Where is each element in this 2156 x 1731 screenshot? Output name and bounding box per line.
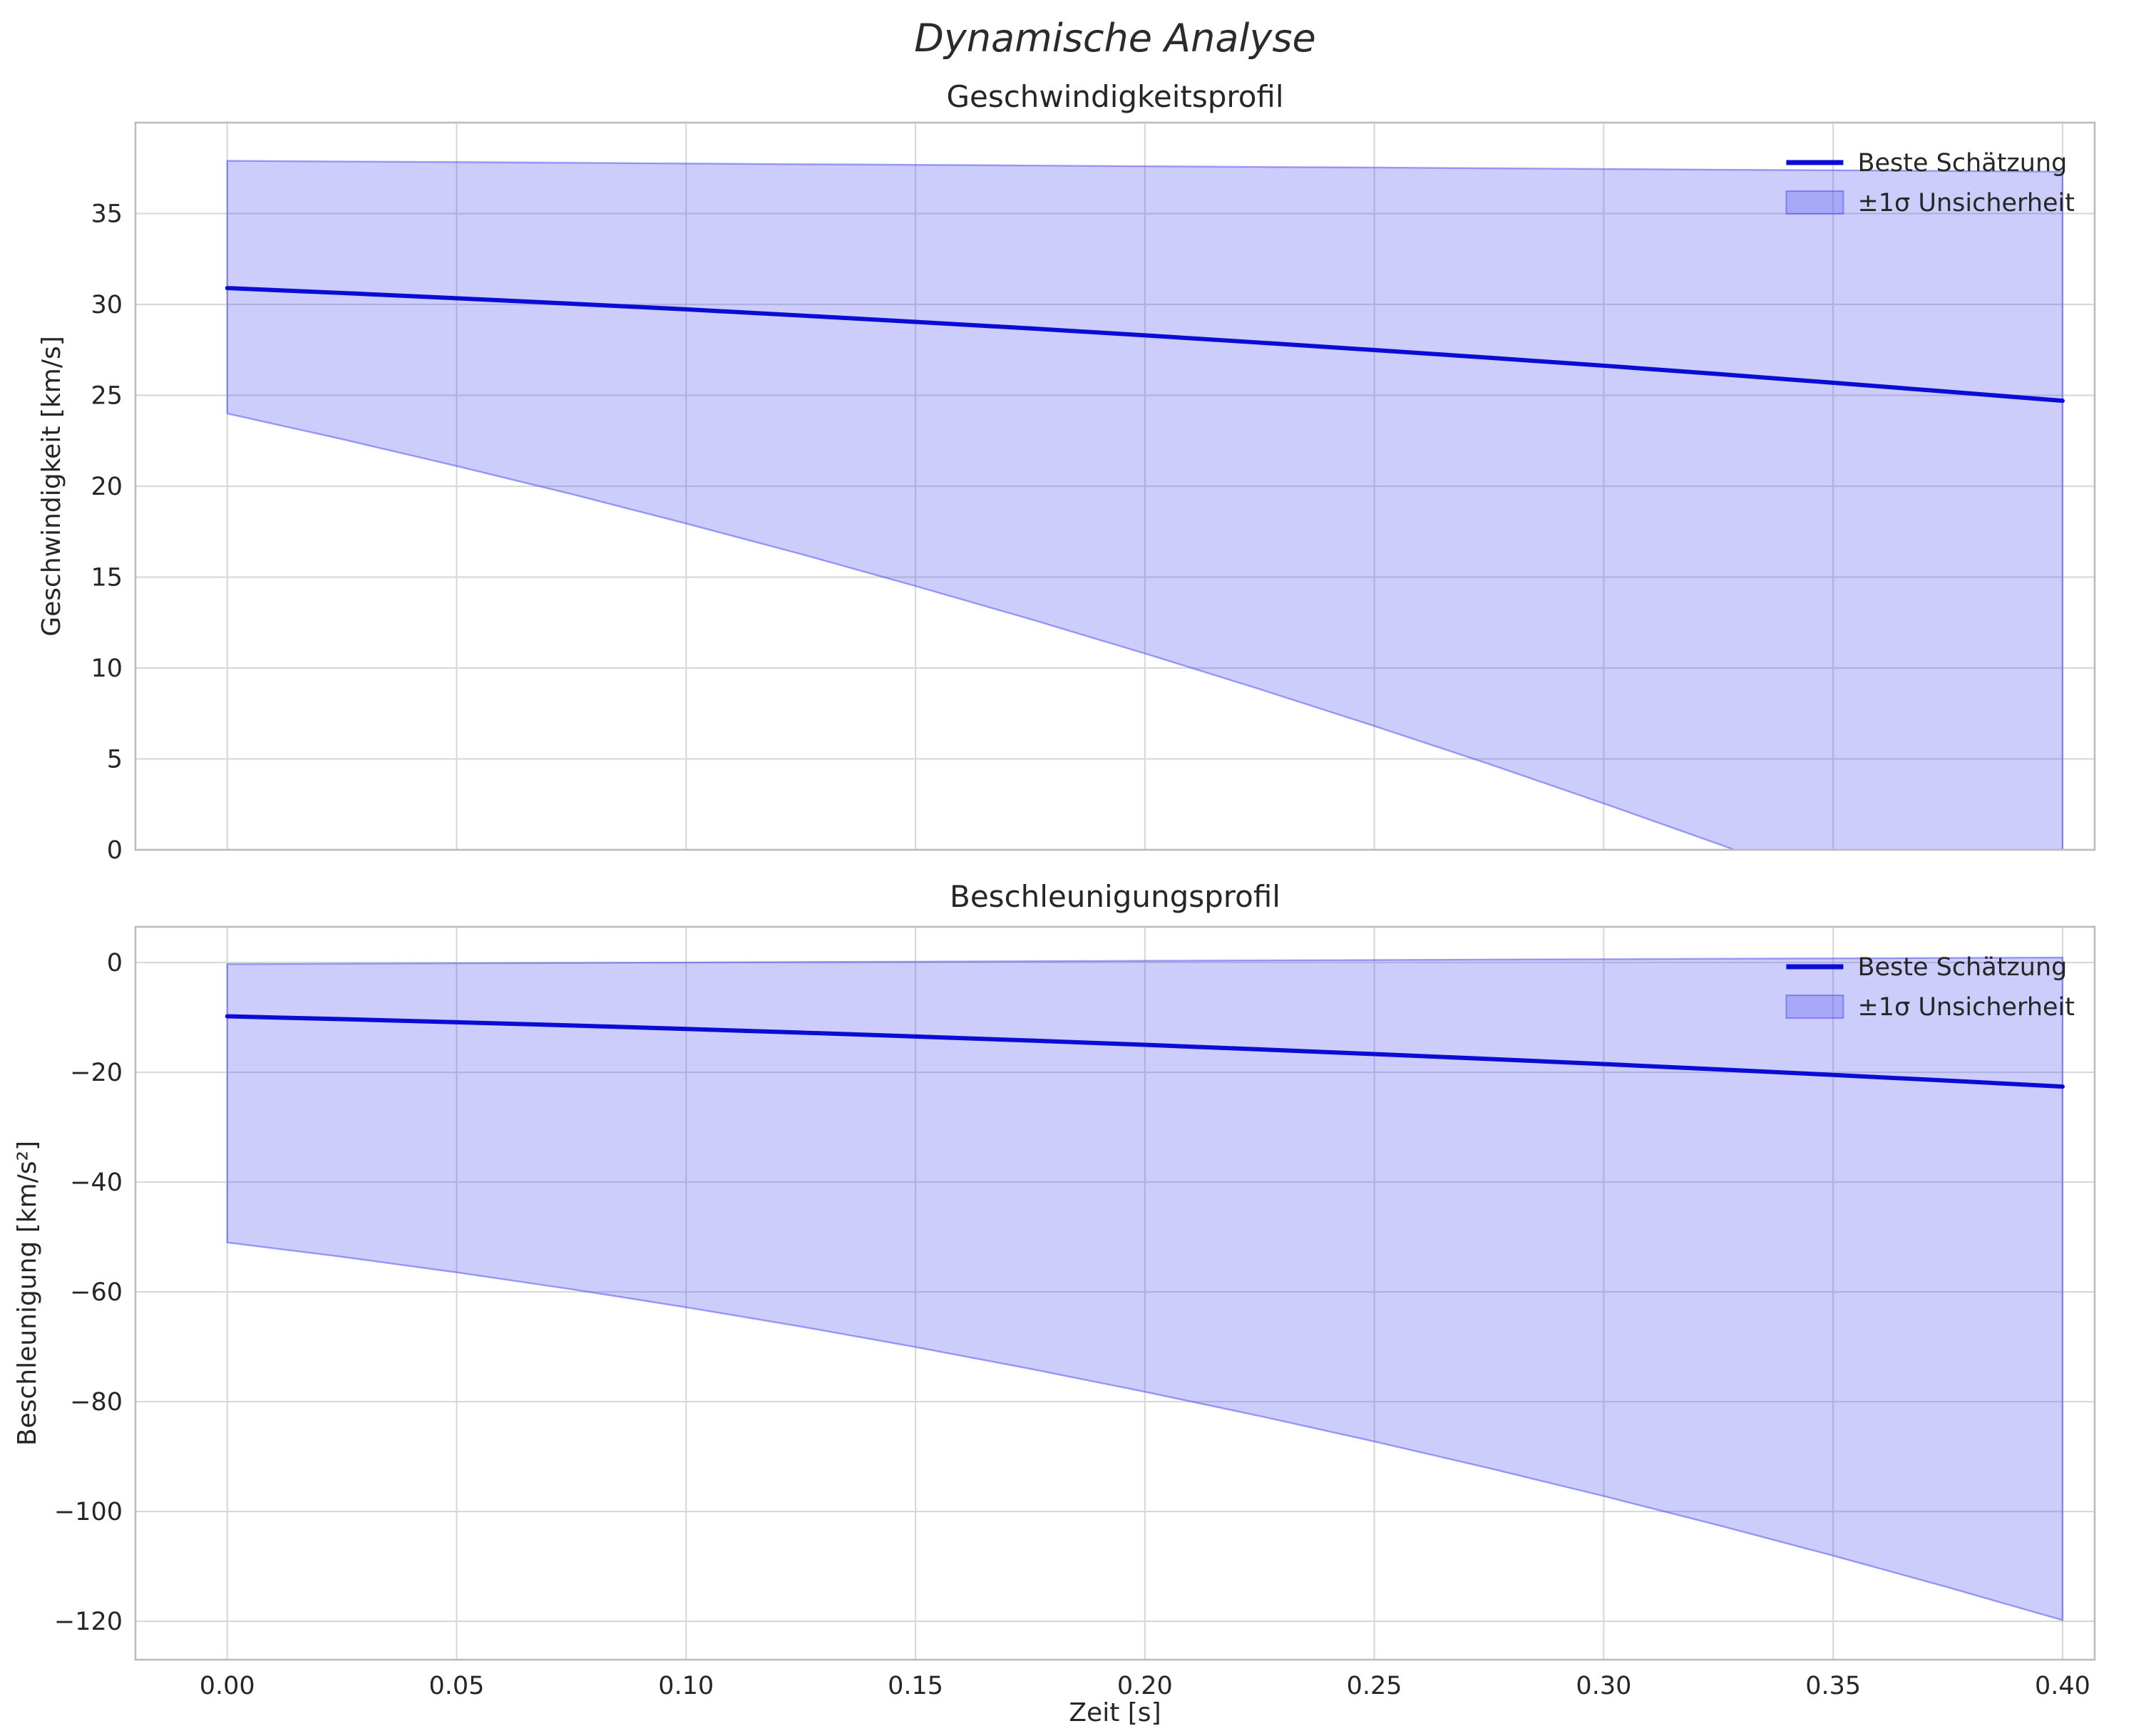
subplot-title-velocity: Geschwindigkeitsprofil <box>946 79 1283 114</box>
y-tick-label: 25 <box>91 382 123 411</box>
x-tick-label: 0.30 <box>1576 1672 1631 1700</box>
uncertainty-band <box>226 956 2064 1622</box>
y-tick-label: 20 <box>91 473 123 501</box>
y-tick-label: −20 <box>70 1059 123 1087</box>
best-estimate-line <box>225 1014 2065 1089</box>
figure-suptitle: Dynamische Analyse <box>914 16 1315 61</box>
y-tick-label: −60 <box>70 1278 123 1307</box>
x-tick-label: 0.25 <box>1347 1672 1402 1700</box>
legend-label: ±1σ Unsicherheit <box>1857 189 2075 217</box>
axes-border <box>134 121 2096 851</box>
x-tick-label: 0.05 <box>429 1672 485 1700</box>
y-tick-label: −40 <box>70 1168 123 1197</box>
legend-label: Beste Schätzung <box>1857 953 2067 982</box>
legend-label: ±1σ Unsicherheit <box>1857 993 2075 1022</box>
x-tick-label: 0.00 <box>200 1672 255 1700</box>
y-tick-label: −120 <box>54 1608 123 1636</box>
x-tick-label: 0.10 <box>658 1672 714 1700</box>
y-tick-label: 5 <box>107 746 123 774</box>
y-tick-label: 0 <box>107 949 123 977</box>
x-tick-label: 0.35 <box>1805 1672 1861 1700</box>
legend-band-swatch <box>1785 995 1844 1019</box>
uncertainty-band <box>226 160 2064 850</box>
axes-acceleration: −120 −100 −80 −60 −40 −20 0 0.00 0.05 0.10 0.15 0.2… <box>54 925 2096 1700</box>
x-axis-label: Zeit [s] <box>1069 1698 1161 1727</box>
subplot-title-acceleration: Beschleunigungsprofil <box>950 879 1280 914</box>
axes-border <box>134 925 2096 1661</box>
y-tick-label: 30 <box>91 291 123 319</box>
axes-velocity: 0 5 10 15 20 25 30 35 Beste Schätzung ±1σ Unsiche… <box>91 121 2096 865</box>
y-axis-label-acceleration: Beschleunigung [km/s²] <box>13 1141 42 1446</box>
y-tick-label: 35 <box>91 200 123 229</box>
y-tick-label: −100 <box>54 1498 123 1526</box>
y-axis-label-velocity: Geschwindigkeit [km/s] <box>37 336 66 637</box>
y-tick-label: −80 <box>70 1388 123 1417</box>
best-estimate-line <box>225 286 2065 404</box>
legend-band-swatch <box>1785 190 1844 215</box>
charts-group: 0 5 10 15 20 25 30 35 Beste Schätzung ±1σ Unsiche… <box>54 121 2096 1700</box>
x-tick-label: 0.15 <box>888 1672 943 1700</box>
y-tick-label: 0 <box>107 836 123 865</box>
x-tick-label: 0.40 <box>2035 1672 2090 1700</box>
y-tick-label: 15 <box>91 564 123 592</box>
x-tick-label: 0.20 <box>1117 1672 1173 1700</box>
legend-label: Beste Schätzung <box>1857 149 2067 178</box>
y-tick-label: 10 <box>91 654 123 683</box>
